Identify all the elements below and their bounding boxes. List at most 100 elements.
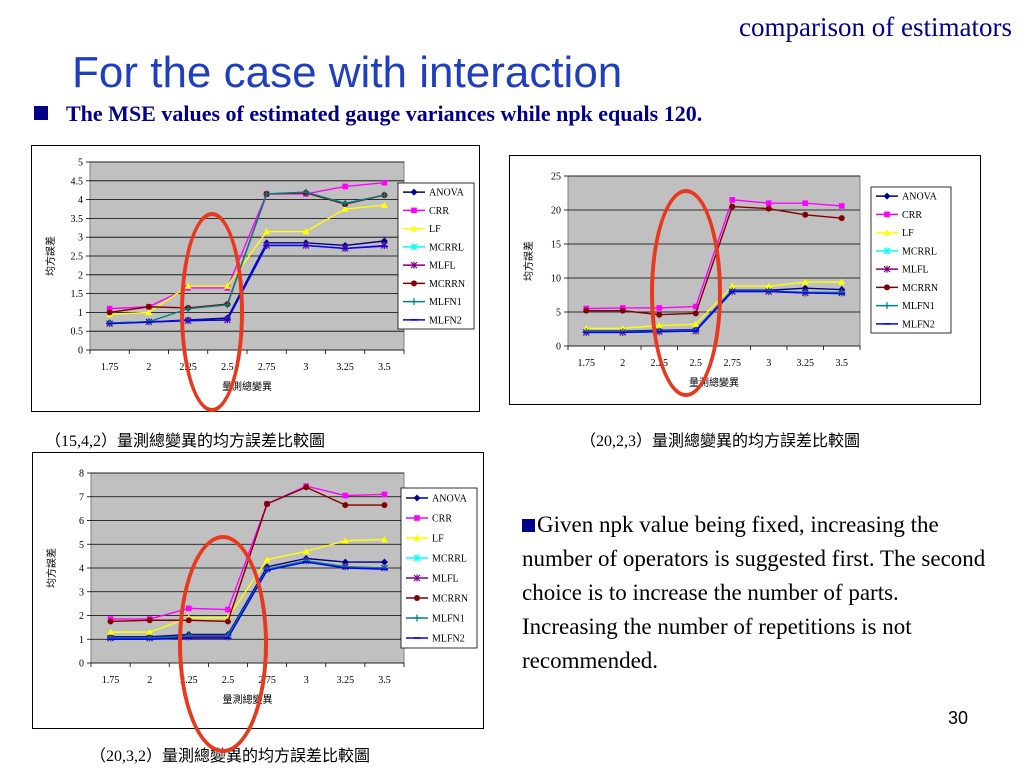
- legend-label: ANOVA: [432, 494, 468, 505]
- data-point: [107, 618, 114, 625]
- data-point: [838, 215, 845, 222]
- data-point: [145, 303, 152, 310]
- y-tick-label: 2.5: [71, 252, 84, 263]
- legend-item: MCRRN: [403, 279, 465, 290]
- data-point: [302, 557, 310, 565]
- x-tick-label: 2: [620, 358, 625, 369]
- x-tick-label: 2.75: [258, 362, 276, 373]
- x-tick-label: 3.5: [836, 358, 849, 369]
- legend-item: LF: [403, 224, 441, 235]
- y-tick-label: 2: [78, 270, 83, 281]
- data-point: [342, 492, 349, 499]
- data-point: [380, 201, 388, 209]
- legend: ANOVA CRR LF MCRRL MLFL MCRRN MLFN1 MLFN2: [870, 186, 952, 334]
- chart-15-4-2: 0 0.5 1 1.5 2 2.5 3 3.5 4 4.5 5 1.75 2 2.25 2.5 2.75 3 3.…: [31, 145, 480, 412]
- x-tick-label: 1.75: [578, 358, 596, 369]
- legend-label: LF: [432, 534, 444, 545]
- y-tick-label: 7: [79, 492, 84, 503]
- chart-20-2-3: 0 5 10 15 20 25 1.75 2 2.25 2.5 2.75 3 3.25 3.5 量測總變異均…: [509, 155, 981, 405]
- y-axis-label: 均方誤差: [522, 241, 535, 281]
- chart-caption-20-3-2: （20,3,2）量測總變異的均方誤差比較圖: [90, 748, 371, 765]
- data-point: [106, 309, 113, 316]
- legend-label: LF: [429, 224, 441, 235]
- legend: ANOVA CRR LF MCRRL MLFL MCRRN MLFN1 MLFN2: [400, 487, 478, 649]
- data-point: [410, 261, 418, 269]
- series-line: [109, 181, 385, 310]
- x-tick-label: 3.5: [378, 675, 391, 686]
- series-line: [109, 204, 385, 315]
- note-text: Given npk value being fixed, increasing …: [522, 512, 986, 673]
- legend-label: MLFN2: [429, 315, 462, 326]
- y-tick-label: 10: [551, 274, 561, 285]
- legend-label: MCRRN: [429, 279, 465, 290]
- y-tick-label: 3: [78, 233, 83, 244]
- data-point: [107, 628, 115, 635]
- legend-label: MLFL: [902, 265, 929, 276]
- data-point: [884, 211, 890, 218]
- highlight-oval: [650, 189, 722, 397]
- legend-label: MCRRL: [432, 554, 467, 565]
- data-point: [107, 634, 115, 642]
- x-tick-label: 3.25: [336, 362, 354, 373]
- data-point: [146, 617, 153, 624]
- x-tick-label: 3.25: [797, 358, 815, 369]
- legend-item: MLFN1: [876, 301, 935, 312]
- data-point: [381, 179, 388, 186]
- data-point: [264, 500, 271, 507]
- data-point: [414, 595, 420, 601]
- data-point: [802, 211, 809, 218]
- data-point: [413, 494, 421, 502]
- legend-label: MCRRL: [429, 242, 464, 253]
- y-tick-label: 1.5: [71, 289, 84, 300]
- data-point: [341, 558, 349, 566]
- square-bullet-icon: [522, 519, 535, 532]
- data-point: [303, 484, 310, 491]
- y-tick-label: 0: [78, 346, 83, 357]
- data-point: [413, 534, 421, 541]
- x-tick-label: 2: [146, 362, 151, 373]
- slide-title: For the case with interaction: [72, 48, 623, 97]
- y-tick-label: 1: [79, 635, 84, 646]
- legend-label: LF: [902, 228, 914, 239]
- data-point: [413, 574, 421, 582]
- x-tick-label: 3: [304, 675, 309, 686]
- data-point: [838, 288, 846, 296]
- data-point: [413, 614, 421, 622]
- x-tick-label: 2: [147, 675, 152, 686]
- legend-item: ANOVA: [403, 188, 465, 199]
- legend-label: MLFN1: [432, 614, 465, 625]
- bullet-text: The MSE values of estimated gauge varian…: [66, 101, 703, 126]
- legend-label: MLFN1: [902, 301, 935, 312]
- x-tick-label: 3: [766, 358, 771, 369]
- x-tick-label: 2.75: [724, 358, 742, 369]
- data-point: [381, 491, 388, 498]
- data-point: [414, 515, 420, 521]
- legend-item: MLFL: [406, 574, 459, 585]
- page-number: 30: [947, 708, 968, 728]
- legend-label: ANOVA: [902, 192, 938, 203]
- data-point: [411, 280, 417, 287]
- y-tick-label: 4.5: [71, 176, 84, 187]
- data-point: [341, 199, 349, 207]
- y-tick-label: 0: [79, 659, 84, 670]
- y-tick-label: 5: [556, 308, 561, 319]
- data-point: [411, 207, 417, 214]
- legend-label: MLFN1: [429, 297, 462, 308]
- legend-item: MLFN1: [403, 297, 462, 308]
- legend-item: MLFN1: [406, 614, 465, 625]
- legend-item: MCRRN: [406, 594, 468, 605]
- highlight-oval: [180, 212, 244, 412]
- data-point: [410, 243, 418, 251]
- legend-item: MLFL: [876, 265, 929, 276]
- square-bullet-icon: [34, 106, 48, 120]
- data-point: [380, 558, 388, 566]
- legend: ANOVA CRR LF MCRRL MLFL MCRRN MLFN1 MLFN2: [397, 182, 475, 330]
- x-tick-label: 3.5: [378, 362, 391, 373]
- data-point: [263, 228, 271, 235]
- data-point: [145, 308, 153, 316]
- y-tick-label: 0: [556, 342, 561, 353]
- legend-item: LF: [406, 534, 444, 545]
- data-point: [801, 284, 809, 292]
- x-axis-label: 量測總變異: [222, 380, 272, 393]
